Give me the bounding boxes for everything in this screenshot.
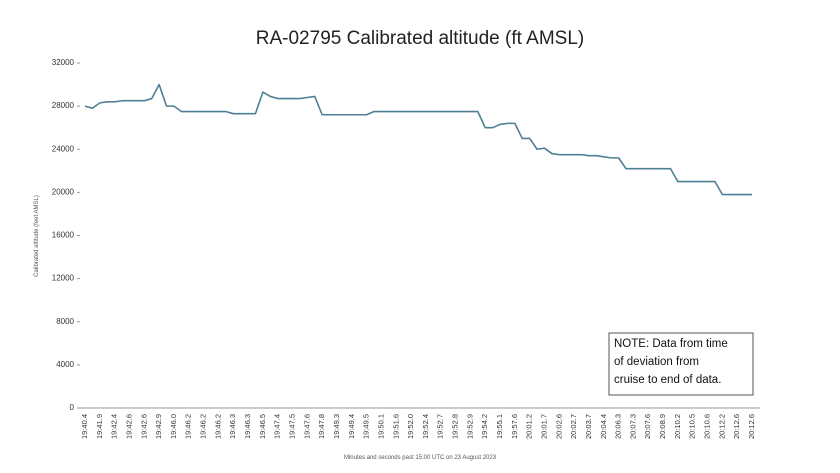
x-tick-label: 19:47.4	[273, 414, 282, 439]
x-tick-label: 20:07.6	[643, 414, 652, 439]
x-tick-label: 20:12.6	[732, 414, 741, 439]
x-axis-label: Minutes and seconds past 15:00 UTC on 23…	[344, 455, 497, 461]
x-tick-label: 19:46.0	[169, 414, 178, 439]
x-tick-label: 19:51.6	[391, 414, 400, 439]
x-tick-label: 20:10.6	[703, 414, 712, 439]
x-tick-label: 19:52.4	[421, 414, 430, 439]
x-tick-label: 19:57.6	[510, 414, 519, 439]
x-tick-label: 20:03.7	[584, 414, 593, 439]
y-tick-label: 0	[70, 403, 75, 412]
x-tick-label: 19:49.4	[347, 414, 356, 439]
x-tick-label: 19:47.6	[302, 414, 311, 439]
x-tick-label: 19:49.5	[362, 414, 371, 439]
x-tick-label: 19:42.6	[124, 414, 133, 439]
x-tick-label: 20:12.2	[717, 414, 726, 439]
x-tick-label: 19:41.9	[95, 414, 104, 439]
y-axis-label: Calibrated altitude (feet AMSL)	[34, 195, 40, 277]
note-line: NOTE: Data from time	[614, 338, 728, 350]
x-tick-label: 19:46.2	[184, 414, 193, 439]
note-line: of deviation from	[614, 356, 699, 368]
x-tick-label: 20:12.6	[747, 414, 756, 439]
note-line: cruise to end of data.	[614, 374, 721, 386]
x-tick-label: 20:02.6	[554, 414, 563, 439]
x-tick-label: 20:10.5	[688, 414, 697, 439]
data-line	[84, 83, 752, 196]
x-tick-label: 19:42.4	[110, 414, 119, 439]
x-tick-label: 19:54.2	[480, 414, 489, 439]
x-tick-label: 20:10.2	[673, 414, 682, 439]
x-tick-label: 19:42.6	[139, 414, 148, 439]
x-tick-label: 19:40.4	[80, 414, 89, 439]
y-tick-label: 4000	[56, 360, 74, 369]
x-tick-label: 19:46.3	[243, 414, 252, 439]
y-tick-label: 20000	[52, 187, 75, 196]
x-tick-label: 19:42.9	[154, 414, 163, 439]
x-tick-label: 20:07.3	[628, 414, 637, 439]
x-tick-label: 20:08.9	[658, 414, 667, 439]
y-tick-label: 32000	[52, 58, 75, 67]
x-tick-label: 20:01.7	[539, 414, 548, 439]
note-box	[608, 332, 754, 396]
x-tick-label: 19:46.5	[258, 414, 267, 439]
x-tick-label: 19:46.2	[213, 414, 222, 439]
x-tick-label: 20:06.3	[614, 414, 623, 439]
x-tick-label: 19:55.1	[495, 414, 504, 439]
chart-title: RA-02795 Calibrated altitude (ft AMSL)	[256, 28, 584, 49]
x-tick-label: 19:46.3	[228, 414, 237, 439]
y-tick-label: 8000	[56, 317, 74, 326]
x-tick-label: 20:02.7	[569, 414, 578, 439]
x-tick-label: 19:46.2	[199, 414, 208, 439]
y-tick-label: 16000	[52, 231, 75, 240]
x-tick-label: 19:52.8	[451, 414, 460, 439]
x-tick-label: 20:04.4	[599, 414, 608, 439]
x-tick-label: 19:47.8	[317, 414, 326, 439]
x-tick-label: 19:52.7	[436, 414, 445, 439]
x-tick-label: 19:47.5	[287, 414, 296, 439]
x-tick-label: 19:50.1	[376, 414, 385, 439]
y-tick-label: 28000	[52, 101, 75, 110]
x-tick-label: 19:52.0	[406, 414, 415, 439]
y-tick-label: 24000	[52, 144, 75, 153]
x-tick-label: 19:52.9	[465, 414, 474, 439]
x-tick-label: 19:49.3	[332, 414, 341, 439]
y-tick-label: 12000	[52, 274, 75, 283]
x-tick-label: 20:01.2	[525, 414, 534, 439]
